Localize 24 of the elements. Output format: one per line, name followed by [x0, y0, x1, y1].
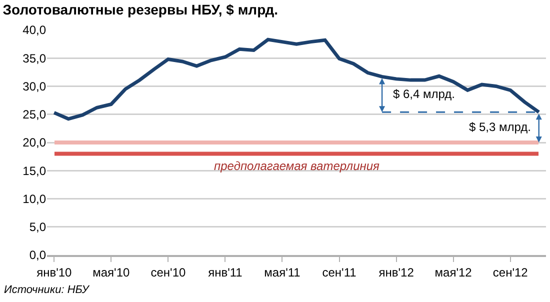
y-tick-label: 40,0: [22, 23, 46, 38]
chart-title: Золотовалютные резервы НБУ, $ млрд.: [2, 1, 278, 18]
line-series: [52, 38, 541, 121]
y-tick-label: 20,0: [22, 136, 46, 150]
x-tick-label: сен'12: [492, 265, 528, 280]
y-tick-label: 5,0: [29, 220, 46, 234]
x-tick-label: сен'11: [322, 265, 357, 280]
y-tick-label: 25,0: [22, 108, 46, 122]
x-tick-label: янв'12: [378, 265, 414, 280]
y-tick-label: 0,0: [29, 248, 46, 262]
y-tick-label: 35,0: [22, 51, 46, 66]
x-tick-label: янв'11: [208, 265, 243, 280]
y-tick-label: 30,0: [22, 79, 46, 94]
x-tick-label: мая'12: [434, 265, 472, 280]
x-tick-label: мая'10: [92, 265, 130, 280]
x-tick-label: янв'10: [36, 265, 72, 280]
annotation: $ 5,3 млрд.: [469, 120, 532, 134]
x-tick-label: сен'10: [150, 265, 186, 280]
text: Источники: НБУ: [4, 284, 90, 296]
y-tick-label: 10,0: [22, 192, 46, 206]
y-tick-label: 15,0: [22, 164, 46, 178]
x-tick-label: мая'11: [264, 265, 301, 280]
annotation: $ 6,4 млрд.: [393, 87, 456, 101]
ref-line-label: предполагаемая ватерлиния: [214, 159, 380, 173]
